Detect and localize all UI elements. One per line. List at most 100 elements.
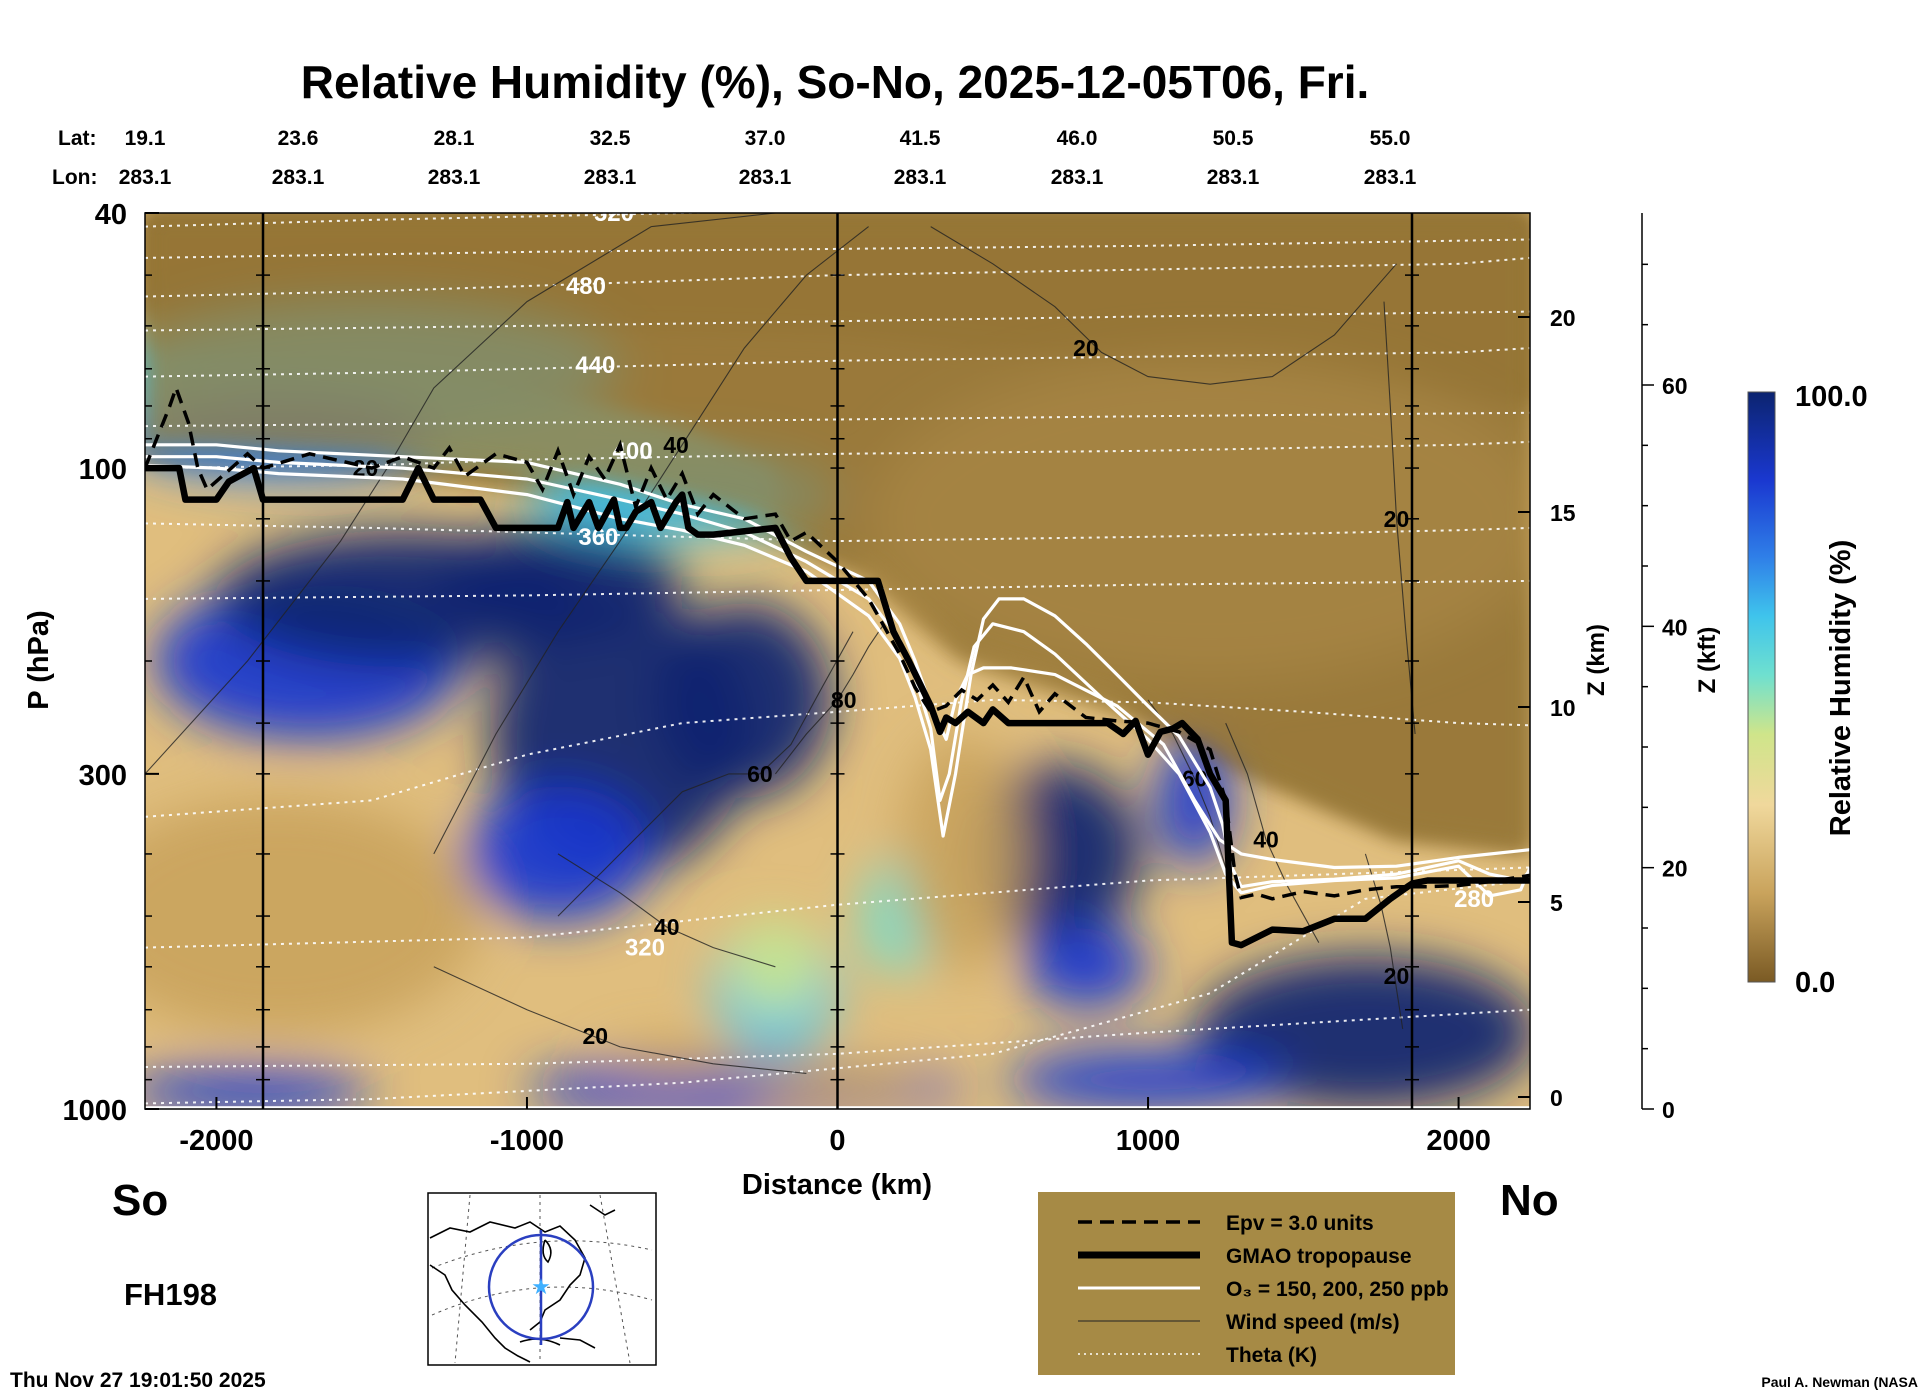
lon-label: Lon: (52, 166, 97, 189)
z-km-tick-label: 15 (1550, 500, 1576, 526)
wind-line (433, 966, 807, 1074)
lon-value: 283.1 (1051, 166, 1104, 189)
wind-label: 40 (654, 914, 680, 940)
ozone-line (145, 443, 1530, 870)
x-tick-label: 1000 (1116, 1125, 1181, 1157)
lon-value: 283.1 (1207, 166, 1260, 189)
forecast-hour: FH198 (124, 1277, 217, 1312)
z-km-tick-label: 5 (1550, 890, 1563, 916)
chart-title: Relative Humidity (%), So-No, 2025-12-05… (301, 56, 1370, 108)
rh-dry-blob (145, 797, 481, 1035)
lat-value: 32.5 (590, 127, 631, 150)
y-tick-label: 300 (79, 760, 127, 792)
legend-label: GMAO tropopause (1226, 1245, 1412, 1268)
theta-line (145, 310, 1530, 332)
lat-label: Lat: (58, 127, 97, 150)
z-km-axis-label: Z (km) (1583, 624, 1610, 696)
map-inset: ★ (427, 1192, 657, 1366)
legend-label: O₃ = 150, 200, 250 ppb (1226, 1278, 1449, 1301)
wind-line (930, 226, 1397, 385)
z-kft-axis-label: Z (kft) (1694, 627, 1721, 694)
legend-label: Wind speed (m/s) (1226, 1311, 1400, 1334)
theta-line (145, 879, 1530, 1105)
rh-moist-blob (145, 1068, 372, 1109)
theta-line (145, 579, 1530, 600)
wind-line (557, 631, 854, 917)
wind-label: 60 (747, 761, 773, 787)
wind-line (1225, 722, 1320, 943)
z-kft-tick-label: 40 (1662, 614, 1688, 640)
wind-line (774, 623, 885, 775)
wind-line (557, 853, 776, 968)
z-km-tick-label: 0 (1550, 1085, 1563, 1111)
lat-value: 23.6 (278, 127, 319, 150)
lon-value: 283.1 (739, 166, 792, 189)
lat-value: 37.0 (745, 127, 786, 150)
y-tick-label: 40 (95, 199, 127, 231)
theta-label: 400 (613, 438, 653, 465)
lat-value: 28.1 (434, 127, 475, 150)
legend-label: Theta (K) (1226, 1344, 1317, 1367)
lon-value: 283.1 (119, 166, 172, 189)
x-axis-label: Distance (km) (742, 1169, 932, 1201)
tropopause-path (145, 464, 1530, 949)
theta-label: 520 (594, 200, 634, 227)
lat-marker-lines (256, 213, 1419, 1109)
rh-moist-blob (657, 601, 832, 798)
map-center-star-icon: ★ (531, 1274, 551, 1299)
theta-label: 440 (575, 352, 615, 379)
map-coastlines (429, 1204, 616, 1363)
theta-label: 320 (625, 935, 665, 962)
y-axis-label: P (hPa) (23, 610, 55, 709)
right-end-label: No (1500, 1176, 1559, 1225)
timestamp: Thu Nov 27 19:01:50 2025 (10, 1369, 266, 1392)
wind-line (145, 213, 838, 775)
z-km-tick-label: 10 (1550, 695, 1576, 721)
lat-value: 19.1 (125, 127, 166, 150)
rh-moist-blob (1008, 1049, 1288, 1109)
lon-value: 283.1 (894, 166, 947, 189)
z-kft-tick-label: 60 (1662, 373, 1688, 399)
wind-label: 20 (1073, 335, 1099, 361)
credit: Paul A. Newman (NASA (1761, 1374, 1918, 1390)
lat-value: 41.5 (900, 127, 941, 150)
colorbar-fill (1747, 391, 1776, 983)
z-kft-tick-label: 0 (1662, 1097, 1675, 1123)
x-tick-label: -1000 (490, 1125, 564, 1157)
wind-label: 40 (663, 432, 689, 458)
x-tick-label: 2000 (1426, 1125, 1491, 1157)
z-km-tick-label: 20 (1550, 305, 1576, 331)
z-kft-tick-label: 20 (1662, 856, 1688, 882)
epv-contour (145, 382, 1530, 901)
left-end-label: So (112, 1176, 168, 1225)
theta-line (145, 238, 1530, 259)
axes: -2000 -1000 0 1000 2000 40 100 300 1000 0 5 10 15 20 0… (62, 199, 1687, 1157)
colorbar-min-label: 0.0 (1795, 967, 1835, 999)
rh-field (145, 213, 1530, 1109)
wind-label: 80 (831, 687, 857, 713)
legend-label: Epv = 3.0 units (1226, 1212, 1374, 1235)
y-tick-label: 100 (79, 454, 127, 486)
x-tick-label: 0 (829, 1125, 845, 1157)
theta-label: 480 (566, 273, 606, 300)
rh-moist-blob (1023, 925, 1149, 1008)
ozone-line (145, 455, 1530, 898)
lat-value: 46.0 (1057, 127, 1098, 150)
legend: Epv = 3.0 units GMAO tropopause O₃ = 150, … (1038, 1192, 1455, 1375)
colorbar-label: Relative Humidity (%) (1825, 540, 1857, 837)
lat-value: 50.5 (1213, 127, 1254, 150)
theta-line (145, 411, 1530, 428)
colorbar-max-label: 100.0 (1795, 381, 1868, 413)
wind-label: 40 (1253, 827, 1279, 853)
lon-value: 283.1 (1364, 166, 1417, 189)
colorbar: 100.0 0.0 Relative Humidity (%) (1747, 381, 1868, 999)
lon-value: 283.1 (272, 166, 325, 189)
lat-lon-header: Lat: Lon: 19.1 23.6 28.1 32.5 37.0 41.5 46.0 50… (52, 127, 1417, 189)
x-tick-label: -2000 (179, 1125, 253, 1157)
rh-moist-blob (433, 524, 683, 638)
tropopause-line (145, 464, 1530, 949)
epv-line (145, 382, 1530, 901)
